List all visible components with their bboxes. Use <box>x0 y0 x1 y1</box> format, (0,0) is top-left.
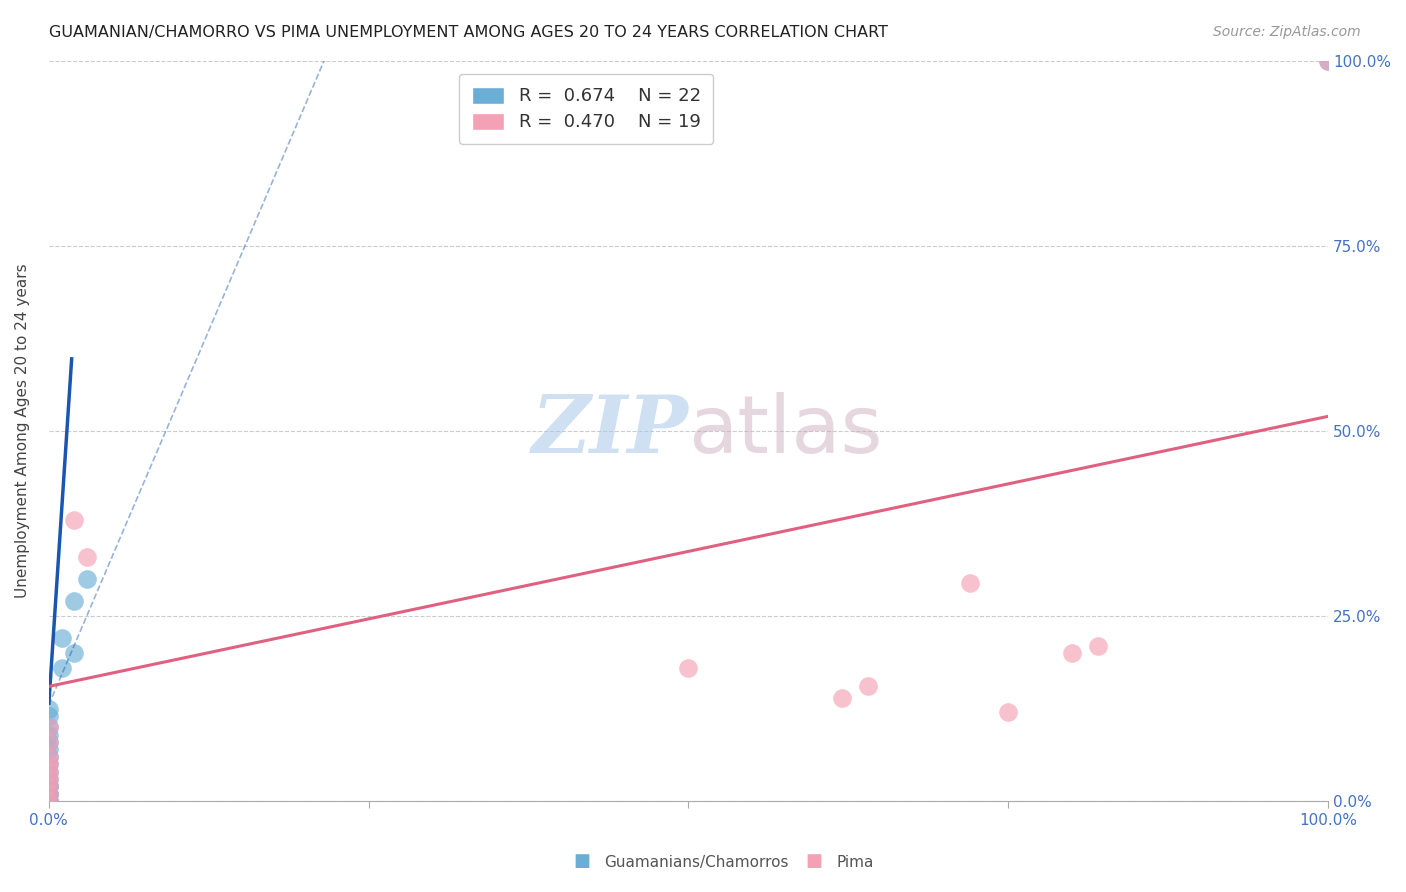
Point <box>38 772 60 786</box>
Point <box>959 575 981 590</box>
Text: Source: ZipAtlas.com: Source: ZipAtlas.com <box>1213 25 1361 39</box>
Point <box>76 549 98 564</box>
Point <box>38 764 60 779</box>
Point <box>1087 639 1109 653</box>
Text: ZIP: ZIP <box>531 392 689 470</box>
Point <box>856 680 879 694</box>
Text: atlas: atlas <box>689 392 883 470</box>
Point <box>38 772 60 786</box>
Point <box>38 749 60 764</box>
Point <box>38 780 60 794</box>
Point <box>1062 646 1084 660</box>
Point <box>38 794 60 808</box>
Point <box>38 757 60 772</box>
Point <box>38 742 60 756</box>
Text: ■: ■ <box>574 852 591 870</box>
Point <box>38 701 60 715</box>
Point <box>38 709 60 723</box>
Point <box>76 572 98 586</box>
Text: ■: ■ <box>806 852 823 870</box>
Point <box>38 764 60 779</box>
Point <box>38 794 60 808</box>
Point <box>1317 54 1340 69</box>
Point <box>38 720 60 734</box>
Point <box>63 513 86 527</box>
Point <box>831 690 853 705</box>
Point <box>38 787 60 801</box>
Point <box>38 780 60 794</box>
Y-axis label: Unemployment Among Ages 20 to 24 years: Unemployment Among Ages 20 to 24 years <box>15 264 30 599</box>
Point <box>38 749 60 764</box>
Point <box>63 646 86 660</box>
Point <box>38 735 60 749</box>
Point <box>51 632 73 646</box>
Text: Pima: Pima <box>837 855 875 870</box>
Point <box>63 594 86 608</box>
Point <box>38 780 60 794</box>
Point <box>38 757 60 772</box>
Legend: R =  0.674    N = 22, R =  0.470    N = 19: R = 0.674 N = 22, R = 0.470 N = 19 <box>458 74 713 144</box>
Point <box>38 735 60 749</box>
Point <box>38 787 60 801</box>
Text: GUAMANIAN/CHAMORRO VS PIMA UNEMPLOYMENT AMONG AGES 20 TO 24 YEARS CORRELATION CH: GUAMANIAN/CHAMORRO VS PIMA UNEMPLOYMENT … <box>49 25 889 40</box>
Point <box>38 794 60 808</box>
Point <box>678 661 700 675</box>
Text: Guamanians/Chamorros: Guamanians/Chamorros <box>605 855 789 870</box>
Point <box>51 661 73 675</box>
Point <box>997 706 1019 720</box>
Point <box>38 787 60 801</box>
Point <box>1317 54 1340 69</box>
Point <box>38 727 60 741</box>
Point <box>38 720 60 734</box>
